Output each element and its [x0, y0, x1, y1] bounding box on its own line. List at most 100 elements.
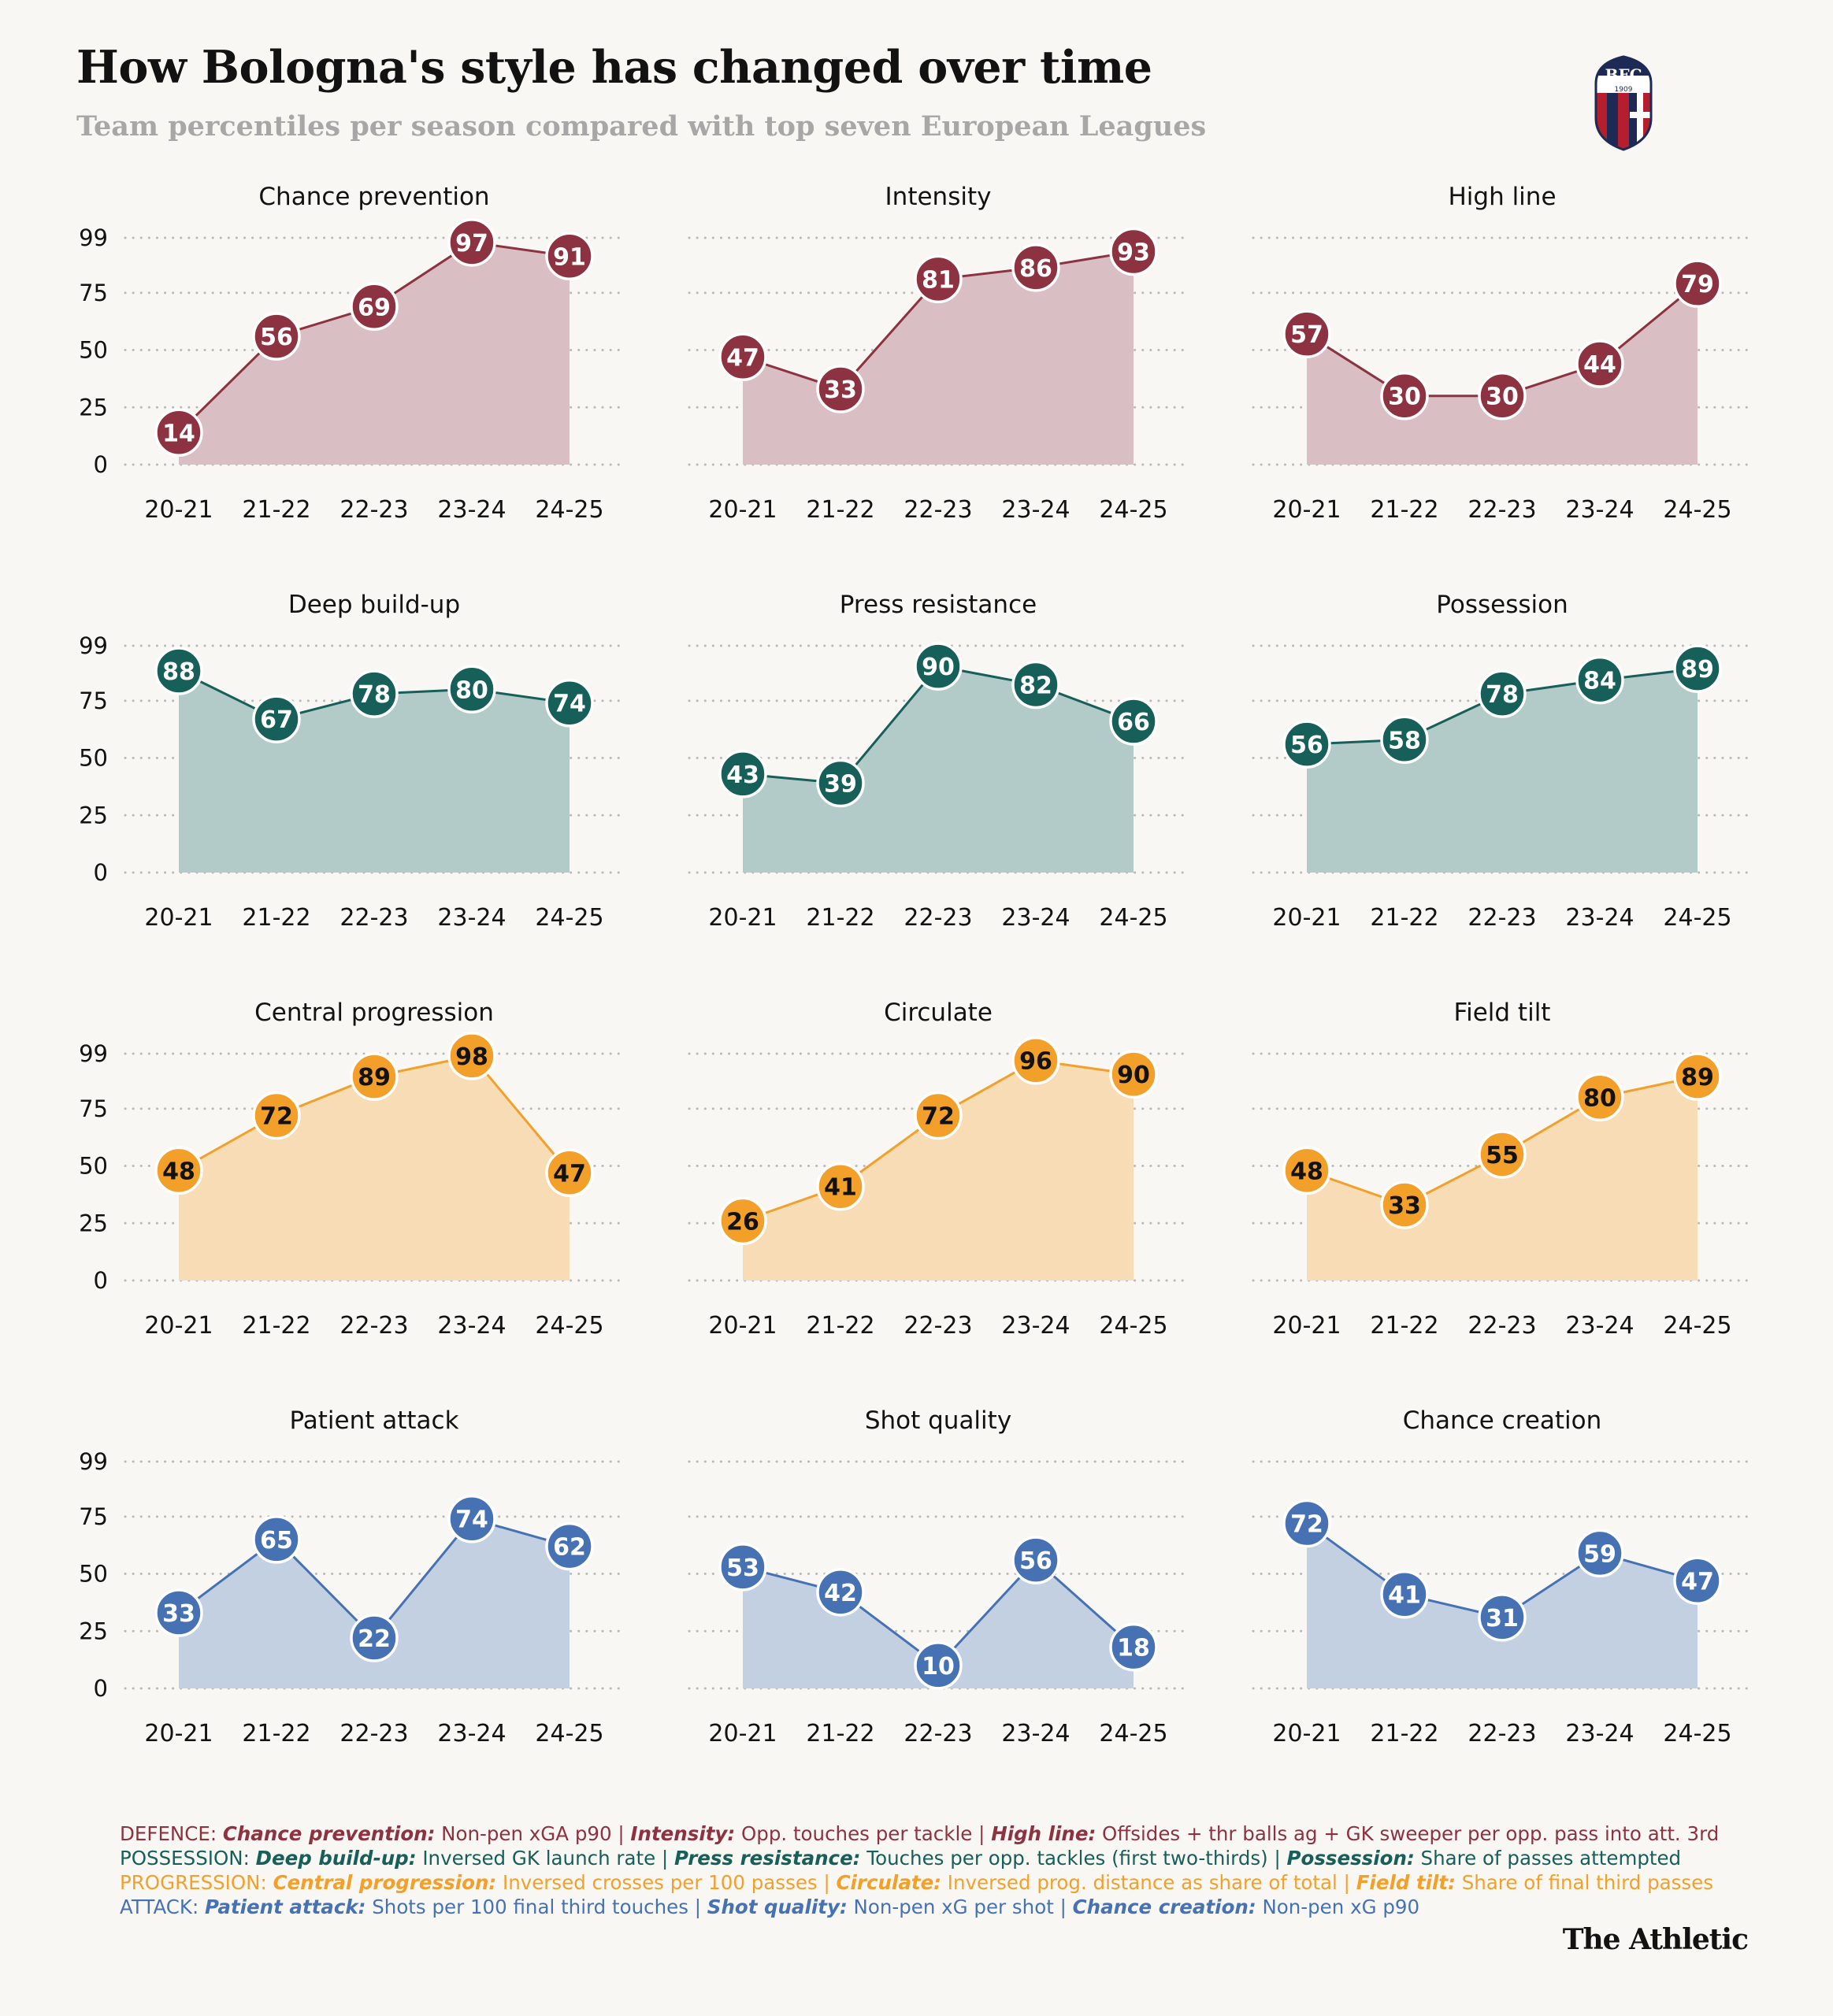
data-label: 74	[553, 691, 586, 718]
small-multiples-charts: Chance prevention 0 25 50 75 99 14 56 69 97 91 20-2…	[79, 183, 1753, 1747]
data-label: 47	[1681, 1568, 1714, 1595]
footnote-metric-name: Press resistance:	[674, 1847, 861, 1870]
data-point	[1109, 1050, 1158, 1099]
data-point	[252, 695, 301, 743]
data-label: 53	[726, 1555, 759, 1582]
x-tick-label: 23-24	[437, 1312, 506, 1340]
data-label: 79	[1681, 271, 1714, 298]
x-tick-label: 23-24	[1565, 496, 1634, 524]
x-tick-label: 23-24	[1565, 1312, 1634, 1340]
y-tick-label: 99	[79, 1040, 108, 1067]
y-tick-label: 25	[79, 802, 108, 828]
footnote-metric-name: Deep build-up:	[255, 1847, 417, 1870]
chart-title: Central progression	[254, 999, 494, 1027]
data-point	[718, 1543, 767, 1592]
data-label: 65	[260, 1527, 293, 1555]
x-tick-label: 20-21	[708, 1720, 777, 1747]
data-label: 42	[824, 1580, 857, 1607]
x-tick-label: 22-23	[340, 1312, 408, 1340]
data-point	[1575, 339, 1624, 388]
footnote-progression: PROGRESSION: Central progression: Invers…	[120, 1870, 1774, 1895]
data-label: 80	[455, 676, 488, 704]
data-point	[1575, 1073, 1624, 1122]
data-point	[545, 232, 594, 281]
data-label: 56	[260, 324, 293, 351]
chart-press-resistance: Press resistance 43 39 90 82 66 20-21 21-22 22-2…	[688, 591, 1189, 932]
data-label: 72	[260, 1103, 293, 1131]
data-label: 80	[1583, 1084, 1616, 1112]
data-label: 89	[358, 1064, 391, 1091]
x-tick-label: 20-21	[708, 904, 777, 932]
data-point	[1478, 1593, 1527, 1642]
data-point	[914, 642, 963, 691]
data-point	[350, 669, 399, 718]
data-point	[447, 218, 496, 267]
x-tick-label: 21-22	[1370, 1312, 1438, 1340]
data-label: 30	[1486, 384, 1519, 411]
x-tick-label: 24-25	[535, 904, 603, 932]
x-tick-label: 24-25	[1663, 1312, 1731, 1340]
data-label: 55	[1486, 1142, 1519, 1169]
x-tick-label: 21-22	[242, 1720, 310, 1747]
footnote-text: Non-pen xG per shot |	[847, 1896, 1073, 1918]
data-label: 14	[162, 420, 195, 447]
data-point	[252, 1091, 301, 1140]
x-tick-label: 22-23	[904, 1312, 972, 1340]
x-tick-label: 21-22	[242, 1312, 310, 1340]
chart-title: Shot quality	[865, 1406, 1011, 1435]
x-tick-label: 23-24	[1001, 496, 1070, 524]
footnote-metric-name: High line:	[991, 1822, 1096, 1845]
footnote-metric-name: Possession:	[1286, 1847, 1415, 1870]
data-label: 33	[824, 376, 857, 404]
y-tick-label: 25	[79, 394, 108, 421]
data-point	[1282, 1146, 1331, 1195]
x-tick-label: 20-21	[1272, 496, 1341, 524]
data-point	[914, 1091, 963, 1140]
y-tick-label: 75	[79, 1095, 108, 1122]
chart-title: Chance prevention	[258, 183, 489, 211]
footnote-text: Inversed crosses per 100 passes |	[496, 1871, 837, 1894]
crest-year: 1909	[1615, 86, 1633, 94]
footnote-metric-name: Circulate:	[836, 1871, 941, 1894]
x-tick-label: 22-23	[1468, 1312, 1536, 1340]
data-label: 90	[1117, 1062, 1150, 1089]
data-point	[1380, 1569, 1429, 1619]
data-label: 72	[1290, 1511, 1323, 1539]
page-title: How Bologna's style has changed over tim…	[76, 41, 1152, 94]
x-tick-label: 22-23	[1468, 1720, 1536, 1747]
x-tick-label: 23-24	[1001, 1312, 1070, 1340]
data-label: 39	[824, 771, 857, 799]
chart-title: Patient attack	[289, 1406, 458, 1435]
data-label: 22	[358, 1625, 391, 1653]
x-tick-label: 21-22	[1370, 904, 1438, 932]
y-tick-label: 50	[79, 1561, 108, 1588]
data-label: 48	[1290, 1158, 1323, 1185]
x-tick-label: 23-24	[437, 904, 506, 932]
data-label: 56	[1019, 1547, 1052, 1575]
data-label: 88	[162, 658, 195, 686]
data-label: 48	[162, 1158, 195, 1185]
x-tick-label: 24-25	[535, 1312, 603, 1340]
data-label: 98	[455, 1043, 488, 1071]
y-tick-label: 0	[94, 1675, 108, 1702]
chart-chance-prevention: Chance prevention 0 25 50 75 99 14 56 69 97 91 20-2…	[79, 183, 625, 524]
y-tick-label: 99	[79, 632, 108, 659]
footnote-text: Opp. touches per tackle |	[735, 1822, 992, 1845]
data-point	[816, 365, 865, 413]
data-point	[816, 1568, 865, 1617]
data-point	[1575, 1529, 1624, 1578]
data-point	[1673, 1556, 1722, 1606]
data-point	[1478, 1130, 1527, 1179]
x-tick-label: 22-23	[904, 496, 972, 524]
data-point	[545, 678, 594, 728]
x-tick-label: 20-21	[144, 904, 213, 932]
data-point	[816, 758, 865, 808]
y-tick-label: 0	[94, 859, 108, 886]
data-point	[1011, 1536, 1060, 1584]
data-label: 82	[1019, 672, 1052, 699]
data-label: 66	[1117, 709, 1150, 736]
x-tick-label: 21-22	[1370, 496, 1438, 524]
x-tick-label: 21-22	[806, 904, 874, 932]
x-tick-label: 24-25	[1663, 904, 1731, 932]
data-point	[1282, 720, 1331, 769]
